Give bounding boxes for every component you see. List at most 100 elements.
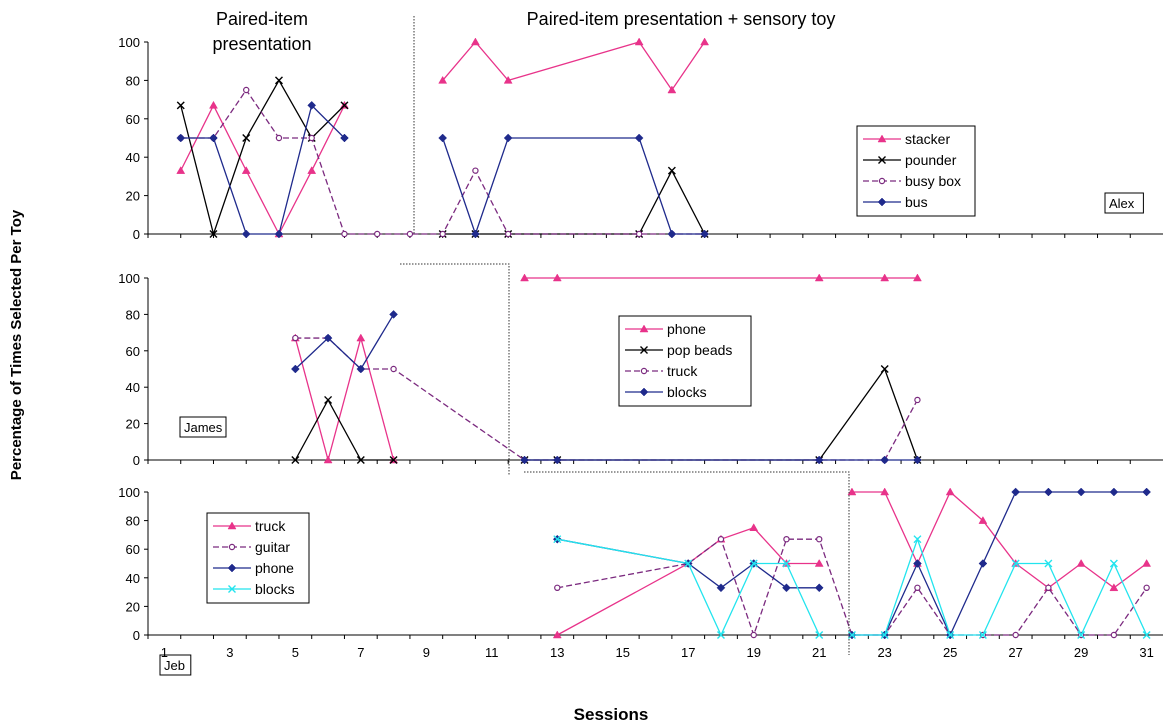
data-point (1077, 631, 1086, 639)
data-point (274, 76, 283, 85)
participant-name: James (184, 420, 223, 435)
data-point (472, 167, 479, 174)
y-tick-label: 60 (126, 542, 140, 557)
phase-change-line (400, 263, 510, 475)
x-tick-label: 23 (877, 645, 891, 660)
x-tick-label: 7 (357, 645, 364, 660)
data-point (913, 535, 922, 544)
legend-marker (640, 367, 648, 375)
data-point (356, 333, 366, 342)
legend-entry: pounder (905, 152, 957, 168)
series-stacker (176, 37, 710, 238)
data-point (914, 584, 921, 592)
data-point (750, 631, 757, 639)
legend-entry: busy box (905, 173, 961, 189)
data-point (390, 365, 397, 373)
data-point (1012, 631, 1019, 639)
data-point (340, 133, 349, 143)
data-point (341, 230, 348, 238)
x-tick-label: 3 (226, 645, 233, 660)
series-bus (176, 101, 709, 239)
legend-entry: blocks (667, 384, 707, 400)
data-point (308, 134, 315, 142)
data-point (520, 455, 529, 465)
data-point (552, 455, 562, 465)
legend-marker (228, 585, 236, 593)
data-point (274, 229, 284, 239)
x-tick-label: 9 (423, 645, 430, 660)
data-point (1142, 631, 1151, 639)
panel-jeb: 0 20 40 60 80 100 truck guitar phone blocks Jeb (118, 471, 1163, 676)
y-axis-title: Percentage of Times Selected Per Toy (8, 209, 25, 480)
participant-name: Jeb (164, 658, 185, 673)
series-pounder (176, 76, 709, 238)
data-point (1045, 584, 1052, 592)
data-point (914, 396, 921, 404)
data-point (275, 134, 283, 142)
series-line (180, 104, 345, 235)
data-point (241, 166, 251, 174)
data-point (749, 523, 759, 531)
data-point (716, 631, 725, 639)
data-point (814, 583, 824, 593)
y-tick-label: 0 (133, 453, 140, 468)
series-line (851, 537, 1148, 637)
data-point (880, 273, 890, 282)
y-tick-label: 60 (126, 112, 140, 127)
data-point (1044, 487, 1053, 497)
series-line (294, 314, 395, 371)
series-busy-box (177, 86, 708, 238)
data-point (209, 133, 218, 143)
y-tick-label: 20 (126, 189, 140, 204)
legend-marker (878, 156, 886, 164)
data-point (241, 229, 251, 239)
data-point (667, 229, 677, 239)
data-point (978, 559, 988, 568)
data-point (847, 631, 856, 639)
data-point (1143, 584, 1150, 592)
data-point (292, 334, 299, 342)
series-blocks (553, 535, 1151, 639)
data-point (1109, 583, 1119, 592)
y-tick-label: 0 (133, 628, 140, 643)
data-point (290, 364, 300, 374)
data-point (880, 487, 890, 496)
series-line (294, 335, 395, 463)
y-tick-label: 80 (126, 73, 140, 88)
y-tick-label: 40 (126, 150, 140, 165)
data-point (913, 455, 922, 465)
legend-entry: blocks (255, 581, 295, 597)
series-line (442, 137, 705, 237)
series-truck (292, 334, 921, 464)
legend: phone pop beads truck blocks (618, 315, 752, 407)
legend-marker (639, 324, 649, 333)
data-point (323, 333, 333, 343)
data-point (782, 583, 791, 593)
x-tick-label: 13 (550, 645, 564, 660)
data-point (307, 101, 317, 110)
data-point (552, 273, 562, 282)
data-point (635, 230, 643, 238)
data-point (520, 273, 529, 282)
y-tick-label: 0 (133, 227, 140, 242)
data-point (880, 455, 890, 465)
x-tick-label: 27 (1008, 645, 1022, 660)
legend-marker (640, 346, 648, 354)
data-point (913, 273, 922, 282)
x-tick-label: 17 (681, 645, 695, 660)
x-tick-label: 15 (616, 645, 630, 660)
data-point (945, 487, 955, 496)
data-point (634, 133, 644, 143)
series-line (557, 538, 820, 637)
series-phone (290, 273, 922, 464)
data-point (814, 455, 824, 465)
series-line (851, 490, 1148, 589)
participant-name-box (1104, 192, 1144, 214)
data-point (340, 101, 349, 110)
phase-label-treatment: Paired-item presentation + sensory toy (527, 9, 836, 29)
data-point (356, 364, 366, 374)
phase-label-baseline-line2: presentation (212, 34, 311, 54)
legend-entry: truck (667, 363, 698, 379)
